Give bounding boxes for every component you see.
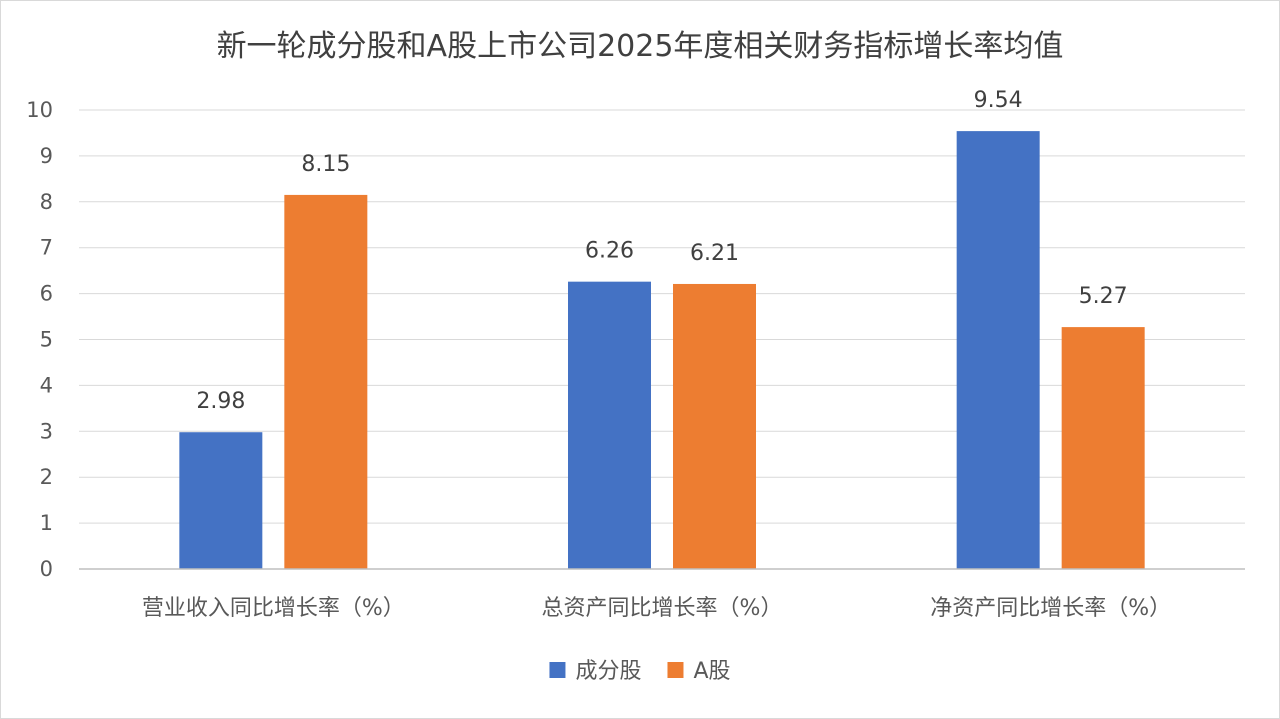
data-label: 9.54: [974, 88, 1023, 113]
data-label: 8.15: [301, 152, 350, 177]
y-tick-label: 2: [40, 465, 53, 489]
data-label: 2.98: [196, 389, 245, 414]
legend: 成分股 A股: [549, 659, 731, 684]
data-label: 5.27: [1079, 284, 1128, 309]
y-tick-label: 6: [40, 282, 53, 306]
x-axis-categories: 营业收入同比增长率（%） 总资产同比增长率（%） 净资产同比增长率（%）: [142, 596, 1171, 621]
y-tick-label: 7: [40, 236, 53, 260]
gridlines: [79, 109, 1245, 524]
y-tick-label: 1: [40, 511, 53, 535]
chart-title: 新一轮成分股和A股上市公司2025年度相关财务指标增长率均值: [217, 29, 1064, 64]
bars: [179, 131, 1145, 570]
bar-series-0-category-2: [956, 131, 1040, 569]
y-tick-label: 5: [40, 328, 53, 352]
legend-swatch: [667, 662, 684, 678]
y-tick-label: 4: [40, 373, 53, 397]
bar-series-1-category-1: [673, 283, 756, 569]
bar-series-1-category-0: [284, 194, 368, 570]
y-tick-label: 8: [40, 190, 53, 214]
y-axis-ticks: 0 1 2 3 4 5 6 7 8 9 10: [26, 98, 53, 581]
x-category-label: 净资产同比增长率（%）: [930, 596, 1171, 621]
data-label: 6.26: [585, 239, 634, 264]
y-tick-label: 3: [40, 419, 53, 443]
y-tick-label: 9: [40, 144, 53, 168]
x-category-label: 总资产同比增长率（%）: [542, 596, 783, 621]
legend-item-1: A股: [667, 659, 731, 684]
x-category-label: 营业收入同比增长率（%）: [142, 596, 405, 621]
bar-series-0-category-1: [568, 281, 651, 569]
y-tick-label: 0: [40, 557, 53, 581]
legend-item-0: 成分股: [549, 659, 641, 684]
bar-series-1-category-2: [1061, 327, 1145, 569]
bar-series-0-category-0: [179, 432, 263, 569]
legend-label: A股: [693, 659, 730, 684]
legend-swatch: [549, 662, 566, 678]
data-label: 6.21: [690, 241, 739, 266]
data-labels: 2.98 8.15 6.26 6.21 9.54 5.27: [196, 88, 1127, 414]
legend-label: 成分股: [575, 659, 641, 684]
y-tick-label: 10: [26, 98, 53, 122]
